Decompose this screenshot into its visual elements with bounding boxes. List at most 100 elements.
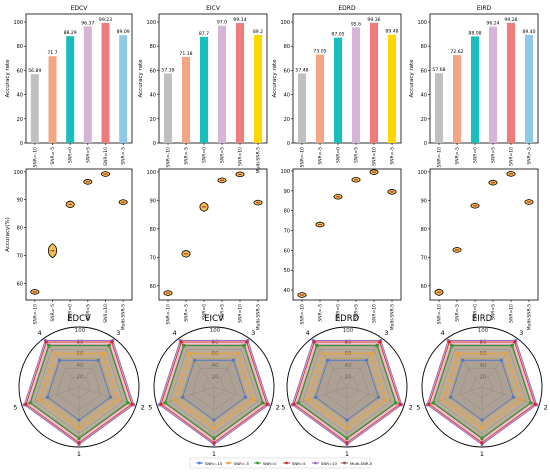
bar-ytick-label: 80 [421,44,427,50]
violin-ylabel: Accuracy(%) [5,217,11,252]
bar-value-label: 57.48 [295,67,308,73]
radar-marker [315,344,319,348]
radar-marker [130,402,134,406]
legend-marker [256,461,259,465]
radar-marker [345,441,349,445]
radar-marker [376,395,381,399]
radar-panel-eird: EIRD 20 40 60 80 100 1 2 3 4 5 [416,314,548,458]
legend-label: Multi-SNR-5 [350,461,373,466]
bar-ylabel: Accuracy rate [5,59,11,98]
radar-ring-label: 60 [345,351,352,357]
bar-ytick-label: 0 [287,141,290,147]
bar-value-label: 89.40 [522,29,535,35]
violin-ytick-label: 90 [421,198,427,204]
radar-ring-label: 60 [480,351,487,357]
radar-spoke [44,339,80,388]
bar-panel-title: EDCV [71,5,89,12]
bar-ytick-label: 20 [17,117,23,123]
radar-axis-label: 4 [441,329,445,337]
violin-category-label: SNR=0 [336,304,342,320]
radar-marker [163,401,168,405]
radar-ring [23,339,135,446]
bar-category-label: SNR=-5 [121,147,127,165]
radar-marker [325,358,330,362]
radar-axis-label: 1 [212,450,216,458]
violin-category-label: Multi-SNR-5 [390,304,396,330]
bar-ytick-label: 40 [284,93,290,99]
radar-ring [459,367,505,411]
bar-category-label: SNR=5 [354,147,360,163]
bar [66,36,75,144]
bar [217,25,227,144]
radar-outer-circle [286,326,408,448]
bar [524,34,534,143]
violin-category-label: SNR=5 [354,304,360,320]
bar-panel-eird: EIRD Accuracy rate 0 20 40 60 80 100 57.68 SNR=-1… [409,5,539,167]
radar-marker [159,402,163,406]
radar-spoke [426,386,483,406]
bar-value-label: 99.14 [233,17,246,23]
radar-marker [378,340,382,344]
radar-marker [533,402,537,406]
radar-panel-edrd: EDRD 20 40 60 80 100 1 2 3 4 5 [281,314,413,458]
radar-marker [28,401,33,405]
radar-marker [77,427,81,431]
violin-ytick-label: 90 [284,189,290,195]
bar-ytick-label: 0 [424,141,427,147]
radar-ring-label: 60 [77,351,84,357]
radar-marker [296,401,301,405]
bar-category-label: SNR=-5 [184,147,190,165]
radar-axis-label: 2 [141,404,145,412]
violin-ytick-label: 60 [421,284,427,290]
bar-ytick-label: 100 [13,20,23,26]
legend-frame [189,457,371,469]
bar [83,26,92,143]
legend-marker [285,461,288,465]
violin-panel-frame [292,168,402,301]
violin-ytick-label: 100 [417,170,427,176]
violin-category-label: SNR=-5 [318,304,324,322]
radar-marker [345,427,349,431]
radar-title: EDRD [335,314,360,324]
bar-ytick-label: 0 [20,141,23,147]
radar-ring [169,349,259,434]
radar-ring-label: 80 [480,340,487,346]
radar-ring-label: 40 [480,363,487,369]
violin-panel-3: 40 50 60 70 80 90 100 SNR=-10 SNR=-5 SNR=0 SNR=5 SN… [280,168,402,330]
radar-ring-label: 20 [480,374,487,380]
bar-ytick-label: 40 [421,93,427,99]
radar-ring-label: 20 [345,374,352,380]
violin-ytick-label: 100 [146,170,156,176]
radar-spoke [78,339,114,388]
radar-axis-label: 4 [38,329,42,337]
radar-axis-label: 5 [281,404,285,412]
bar-value-label: 96.37 [81,20,94,26]
radar-ring-label: 60 [212,351,219,357]
bar-ytick-label: 60 [150,68,156,74]
bar [181,56,191,143]
violin-panel-frame [158,168,268,301]
bar-category-label: SNR=0 [202,147,208,163]
radar-series [428,341,536,444]
radar-series [29,345,129,439]
bar [452,55,462,143]
radar-marker [252,398,256,402]
radar-marker [77,441,81,445]
radar-spoke [158,386,215,406]
bar-ytick-label: 20 [284,117,290,123]
radar-marker [182,344,186,348]
radar-ring [56,367,102,411]
bar-ytick-label: 100 [280,20,290,26]
bar-panel-edrd: EDRD Accuracy rate 0 20 40 60 80 100 57.48 SNR=-1… [272,5,402,167]
radar-series [432,345,532,439]
legend-marker [227,461,230,465]
violin-category-label: Multi-SNR-5 [256,304,262,330]
radar-series [297,344,397,440]
bar-category-label: SNR=-10 [166,147,172,168]
bar [48,56,57,144]
violin-ytick-label: 70 [150,255,156,261]
radar-marker [312,340,316,344]
bar [488,26,498,144]
radar-axis-label: 5 [416,404,420,412]
bar-value-label: 89.2 [253,29,263,35]
